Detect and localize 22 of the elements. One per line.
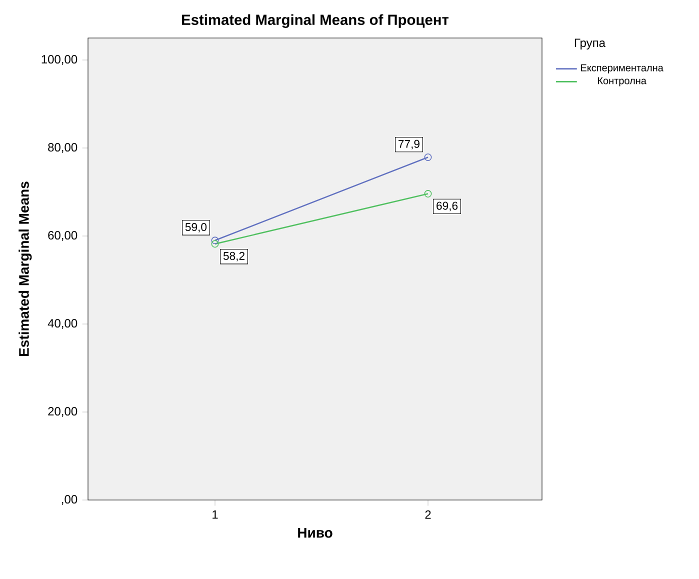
y-tick-label: 20,00 [48, 407, 78, 417]
y-tick-label: 40,00 [48, 319, 78, 329]
x-tick-label: 2 [425, 510, 431, 519]
x-axis-title: Ниво [298, 528, 332, 538]
data-label: 77,9 [398, 140, 420, 150]
legend-title: Група [574, 38, 606, 50]
y-tick-label: ,00 [62, 495, 78, 505]
data-label: 69,6 [436, 202, 458, 212]
legend-label: Контролна [598, 77, 646, 86]
data-label: 59,0 [185, 223, 207, 232]
chart-title: Estimated Marginal Means of Процент [182, 14, 449, 28]
legend-label: Експериментална [581, 64, 664, 74]
y-tick-label: 60,00 [48, 231, 78, 241]
y-tick-label: 100,00 [42, 55, 78, 65]
y-axis-title: Estimated Marginal Means [18, 182, 32, 356]
x-tick-label: 1 [212, 510, 218, 519]
y-tick-label: 80,00 [48, 143, 78, 153]
point [211, 236, 219, 244]
point [424, 154, 432, 161]
point [424, 190, 432, 198]
point [211, 240, 219, 248]
data-label: 58,2 [223, 252, 244, 262]
